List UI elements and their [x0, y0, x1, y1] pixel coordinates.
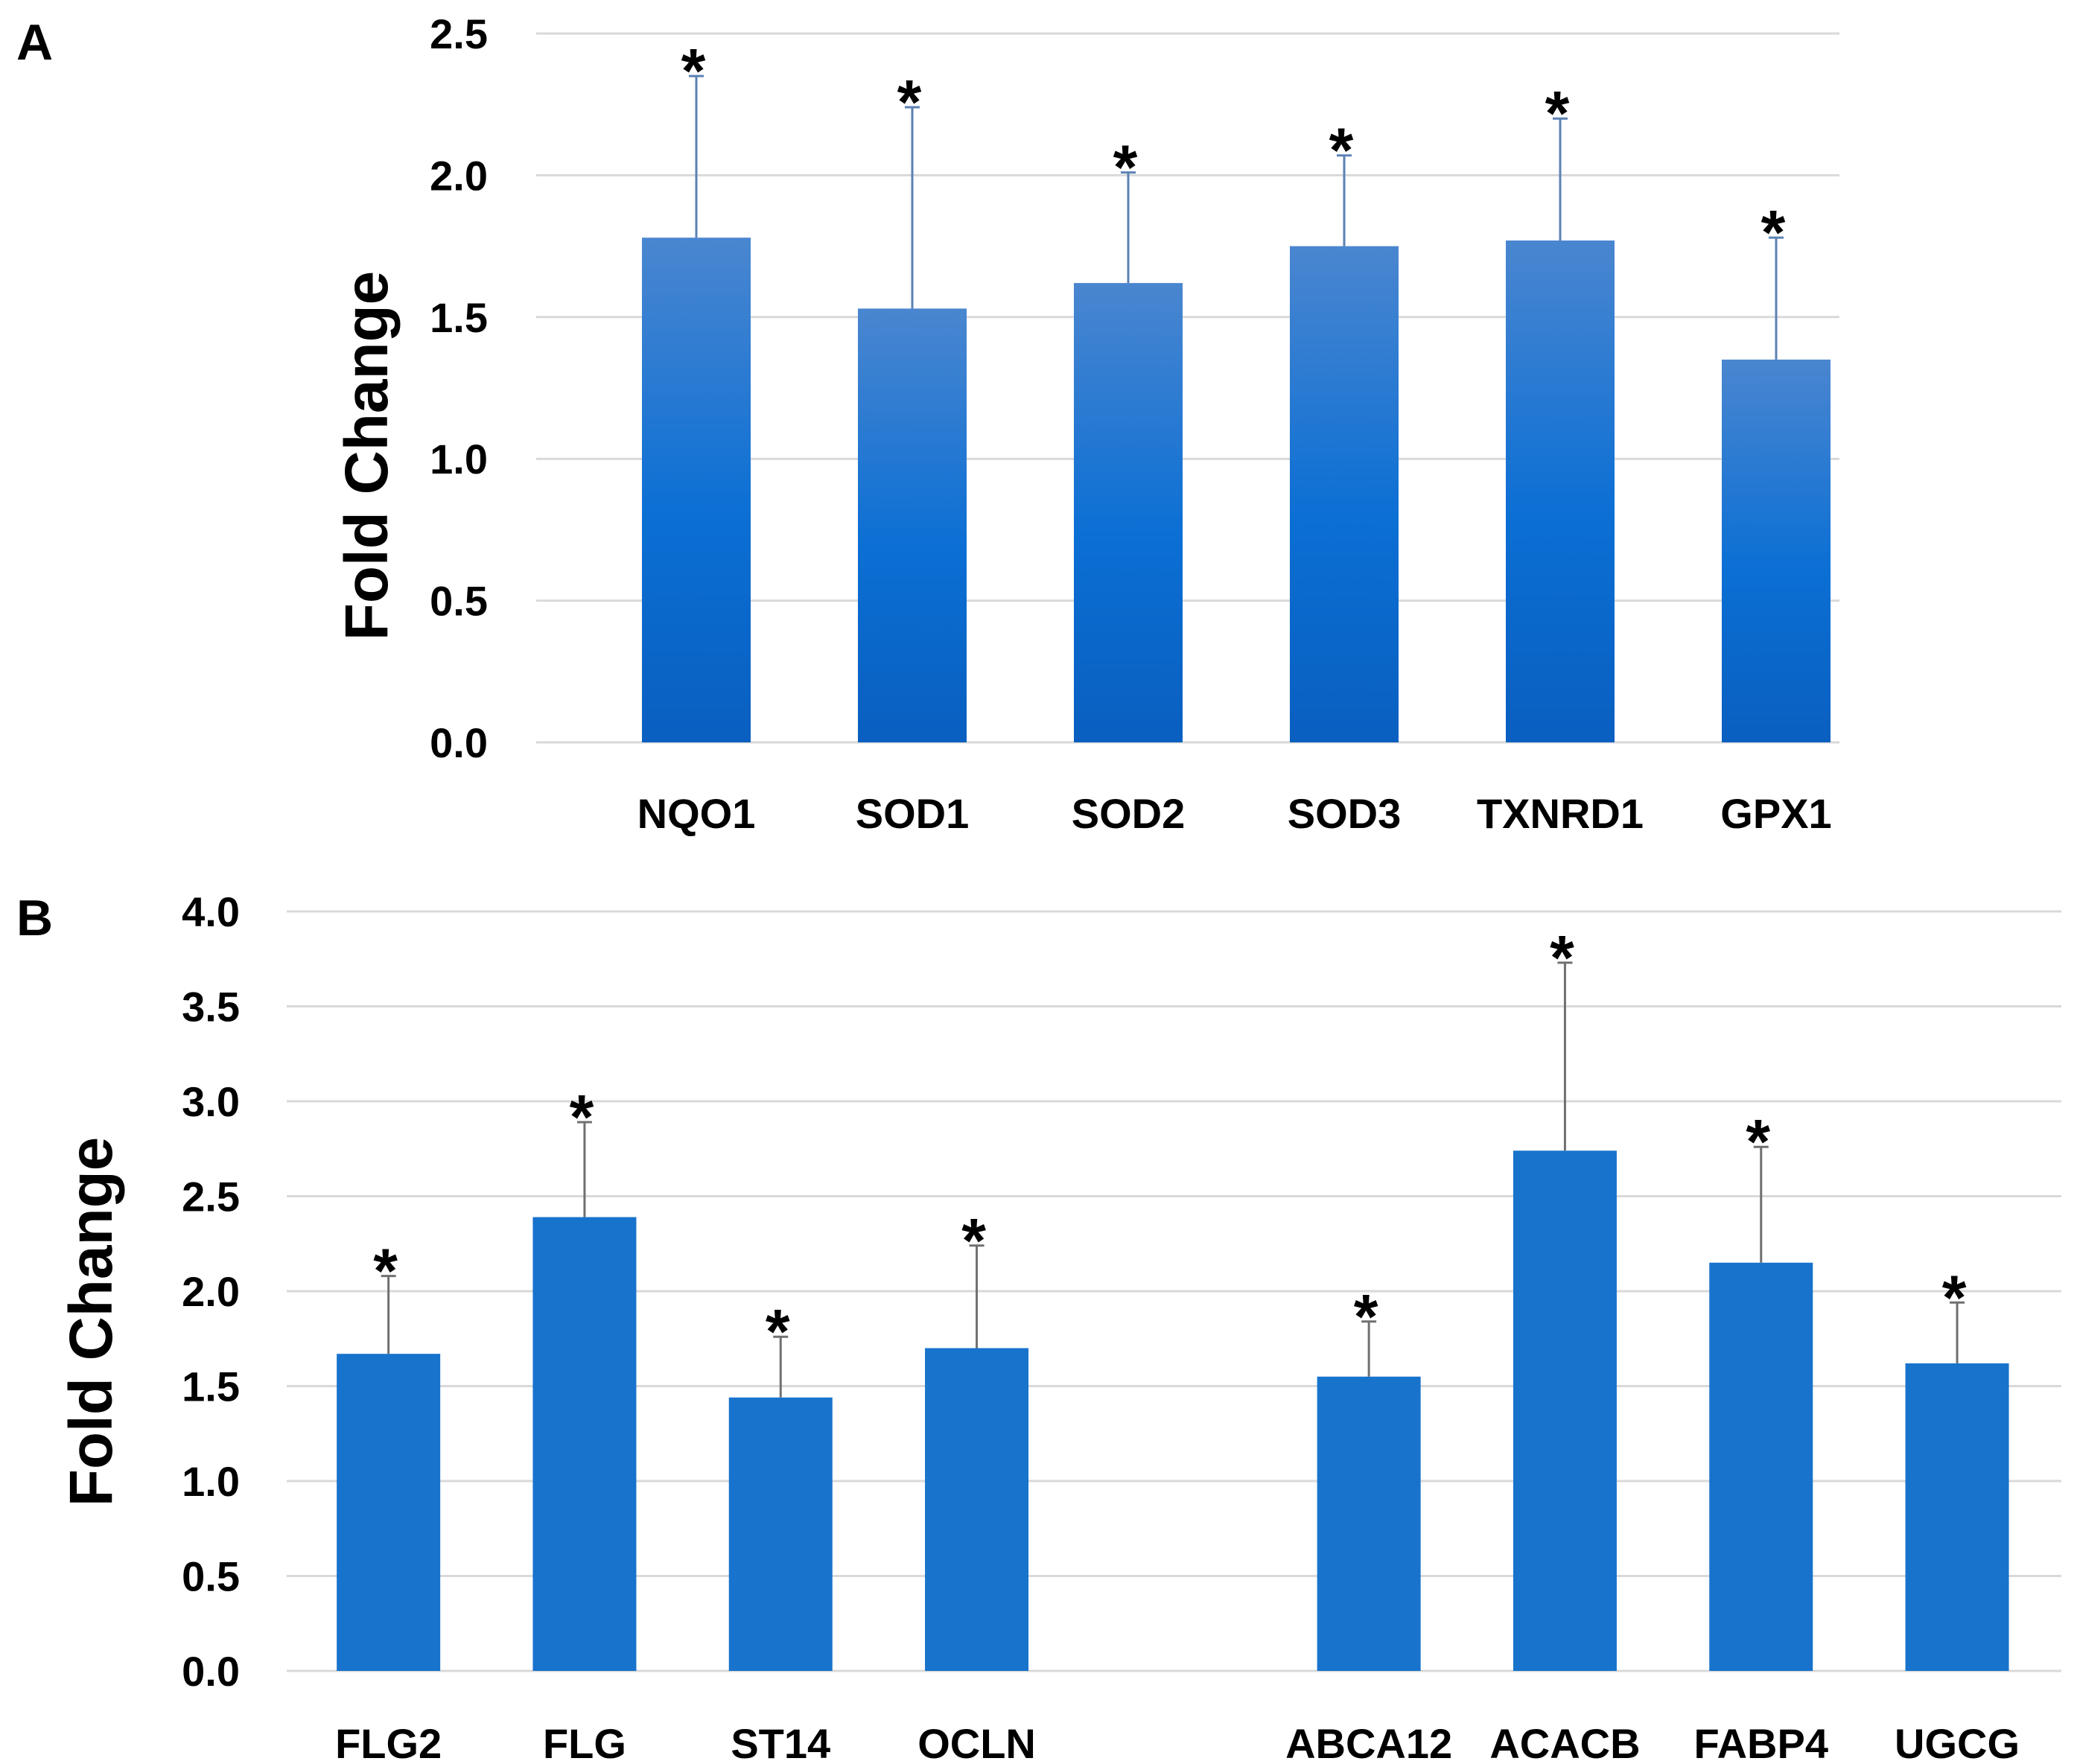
category-label: ABCA12 — [1285, 1720, 1452, 1764]
bar — [532, 1217, 637, 1671]
bar — [1513, 1150, 1617, 1671]
y-tick-label: 3.5 — [182, 984, 240, 1031]
category-label: UGCG — [1895, 1720, 2020, 1764]
bar — [1290, 246, 1399, 743]
panel-b-letter: B — [16, 890, 53, 946]
significance-asterisk: * — [1545, 78, 1570, 148]
y-tick-label: 1.0 — [182, 1458, 240, 1505]
category-label: FLG — [543, 1720, 626, 1764]
significance-asterisk: * — [1113, 133, 1138, 203]
category-label: SOD2 — [1072, 790, 1186, 837]
panel-b-chart: B 0.0 0.5 1.0 1.5 2.0 2.5 3.0 3.5 4.0 Fold Chang… — [16, 888, 2061, 1764]
y-tick-label: 1.5 — [182, 1363, 240, 1410]
panel-a-gridlines — [536, 32, 1839, 744]
panel-a-category-labels: NQO1 SOD1 SOD2 SOD3 TXNRD1 GPX1 — [637, 790, 1832, 837]
category-label: ST14 — [731, 1720, 830, 1764]
panel-b-error-bars — [381, 961, 1965, 1398]
y-tick-label: 3.0 — [182, 1078, 240, 1125]
panel-a-significance-marks: * * * * * * — [681, 36, 1786, 267]
significance-asterisk: * — [1329, 115, 1354, 185]
significance-asterisk: * — [766, 1296, 790, 1366]
y-tick-label: 2.5 — [182, 1174, 240, 1220]
panel-a-error-bars — [689, 74, 1784, 360]
panel-b-y-ticks: 0.0 0.5 1.0 1.5 2.0 2.5 3.0 3.5 4.0 — [182, 888, 240, 1695]
category-label: OCLN — [917, 1720, 1036, 1764]
y-tick-label: 4.0 — [182, 888, 240, 935]
category-label: SOD3 — [1288, 790, 1402, 837]
y-tick-label: 1.0 — [430, 436, 488, 483]
bar — [728, 1397, 833, 1671]
bar — [1905, 1363, 2009, 1671]
y-tick-label: 0.5 — [430, 578, 488, 625]
significance-asterisk: * — [1761, 197, 1786, 267]
bar — [337, 1354, 441, 1671]
bar — [1709, 1262, 1813, 1671]
panel-b-y-axis-label: Fold Change — [57, 1137, 125, 1507]
category-label: TXNRD1 — [1477, 790, 1644, 837]
bar — [642, 238, 751, 742]
category-label: FLG2 — [335, 1720, 442, 1764]
significance-asterisk: * — [1942, 1262, 1967, 1332]
significance-asterisk: * — [961, 1206, 986, 1276]
y-tick-label: 1.5 — [430, 294, 488, 341]
significance-asterisk: * — [1354, 1281, 1378, 1351]
bar — [1074, 283, 1183, 742]
panel-b-category-labels: FLG2 FLG ST14 OCLN ABCA12 ACACB FABP4 UGCG — [335, 1720, 2020, 1764]
significance-asterisk: * — [1550, 923, 1574, 993]
panel-a-y-ticks: 0.0 0.5 1.0 1.5 2.0 2.5 — [430, 10, 488, 766]
category-label: GPX1 — [1720, 790, 1831, 837]
panel-a-letter: A — [16, 14, 53, 71]
y-tick-label: 0.5 — [182, 1553, 240, 1600]
bar — [925, 1348, 1029, 1671]
significance-asterisk: * — [681, 36, 706, 106]
significance-asterisk: * — [1746, 1107, 1770, 1176]
panel-b-bars — [337, 1150, 2009, 1671]
significance-asterisk: * — [897, 67, 922, 137]
y-tick-label: 0.0 — [182, 1648, 240, 1695]
significance-asterisk: * — [373, 1236, 398, 1306]
bar — [858, 308, 967, 743]
panel-a-chart: A 0.0 0.5 1.0 1.5 2.0 2.5 Fold Change * * * * ** … — [16, 10, 1839, 837]
category-label: FABP4 — [1694, 1720, 1829, 1764]
panel-b-significance-marks: * * * * * * * * — [373, 923, 1966, 1366]
y-tick-label: 2.0 — [430, 152, 488, 199]
panel-a-bars — [642, 238, 1831, 743]
significance-asterisk: * — [570, 1082, 594, 1152]
bar — [1722, 359, 1831, 742]
y-tick-label: 2.5 — [430, 10, 488, 57]
bar — [1317, 1376, 1421, 1671]
panel-a-y-axis-label: Fold Change — [333, 271, 401, 641]
category-label: SOD1 — [856, 790, 970, 837]
y-tick-label: 0.0 — [430, 719, 488, 766]
category-label: NQO1 — [637, 790, 756, 837]
category-label: ACACB — [1489, 1720, 1640, 1764]
y-tick-label: 2.0 — [182, 1268, 240, 1315]
bar — [1506, 240, 1615, 742]
